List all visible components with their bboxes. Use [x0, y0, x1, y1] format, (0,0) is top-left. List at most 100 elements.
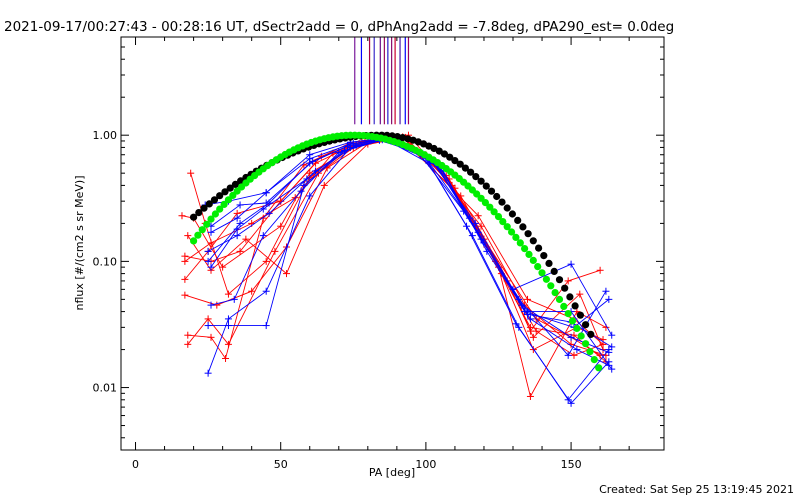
data-point	[608, 331, 616, 339]
model-black-point	[545, 259, 553, 267]
model-black-point	[231, 180, 239, 188]
data-point	[248, 287, 256, 295]
model-black-point	[503, 204, 511, 212]
model-black-point	[216, 192, 224, 200]
data-point	[480, 239, 488, 247]
model-black-point	[540, 252, 548, 260]
data-point	[181, 291, 189, 299]
axes: 0 50 100 150 0.01 0.10 1.00	[93, 36, 664, 471]
model-black-point	[582, 321, 590, 329]
model-black-point	[566, 293, 574, 301]
created-timestamp: Created: Sat Sep 25 13:19:45 2021	[599, 483, 794, 496]
data-point	[463, 222, 471, 230]
data-point	[224, 340, 232, 348]
model-black-point	[195, 209, 203, 217]
data-point	[184, 232, 192, 240]
data-point	[262, 322, 270, 330]
data-point	[564, 277, 572, 285]
data-point	[320, 181, 328, 189]
model-black-point	[524, 230, 532, 238]
series-line	[210, 139, 607, 357]
data-point	[567, 399, 575, 407]
series-line	[210, 139, 610, 405]
data-point	[262, 199, 270, 207]
data-point	[242, 235, 250, 243]
model-black-point	[487, 187, 496, 195]
model-black-point	[514, 216, 522, 224]
data-lines	[178, 131, 616, 407]
data-point	[222, 354, 230, 362]
model-green-point	[525, 250, 533, 258]
model-green-point	[595, 364, 603, 372]
data-point	[474, 212, 482, 220]
data-point	[512, 320, 520, 328]
data-point	[207, 228, 215, 236]
model-black-point	[571, 302, 579, 310]
model-green-point	[547, 282, 555, 290]
model-black-point	[451, 157, 459, 165]
model-black-point	[221, 188, 229, 196]
model-green-point	[573, 324, 581, 332]
model-black-point	[576, 311, 585, 319]
model-green-point	[568, 317, 577, 325]
data-point	[352, 141, 360, 149]
model-green-point	[586, 348, 594, 356]
model-black-point	[561, 284, 569, 292]
data-point	[184, 340, 192, 348]
model-green-point	[542, 275, 551, 283]
data-point	[207, 263, 215, 271]
data-point	[567, 333, 575, 341]
data-point	[306, 192, 314, 200]
vertical-markers	[354, 37, 410, 125]
data-point	[605, 361, 613, 369]
data-point	[567, 260, 575, 268]
model-green-point	[211, 210, 219, 218]
data-point	[532, 327, 540, 335]
model-green-point	[538, 269, 546, 277]
series-line	[181, 139, 604, 345]
model-curves	[190, 131, 603, 372]
model-black-point	[555, 276, 564, 284]
data-point	[187, 169, 195, 177]
model-black-point	[477, 177, 485, 185]
y-tick-label: 0.10	[93, 255, 118, 268]
data-point	[297, 187, 305, 195]
series-line	[184, 137, 601, 332]
data-point	[277, 222, 285, 230]
model-black-point	[535, 244, 543, 252]
model-green-point	[207, 215, 215, 223]
data-point	[312, 167, 320, 175]
series-line	[210, 136, 613, 370]
x-tick-label: 50	[274, 458, 288, 471]
x-tick-label: 0	[132, 458, 139, 471]
model-black-point	[440, 150, 449, 158]
model-black-point	[226, 184, 234, 192]
x-tick-label: 150	[561, 458, 582, 471]
data-point	[608, 365, 616, 373]
model-green-point	[203, 220, 211, 228]
data-point	[184, 331, 192, 339]
data-point	[564, 351, 572, 359]
series-line	[208, 138, 610, 401]
data-point	[477, 222, 485, 230]
model-green-point	[555, 295, 564, 303]
model-green-point	[512, 233, 520, 241]
model-black-point	[456, 160, 464, 168]
series-line	[207, 138, 609, 374]
data-point	[233, 232, 241, 240]
data-point	[207, 333, 215, 341]
model-black-point	[190, 213, 198, 221]
plot-frame	[120, 36, 665, 451]
model-green-point	[494, 213, 503, 221]
chart-title: 2021-09-17/00:27:43 - 00:28:16 UT, dSect…	[4, 19, 674, 35]
model-green-point	[577, 332, 585, 340]
model-green-point	[590, 356, 598, 364]
model-black-point	[210, 196, 219, 204]
data-point	[602, 287, 610, 295]
model-green-point	[198, 226, 206, 234]
data-point	[262, 287, 270, 295]
data-point	[309, 157, 317, 165]
data-point	[204, 315, 212, 323]
model-black-point	[519, 223, 527, 231]
